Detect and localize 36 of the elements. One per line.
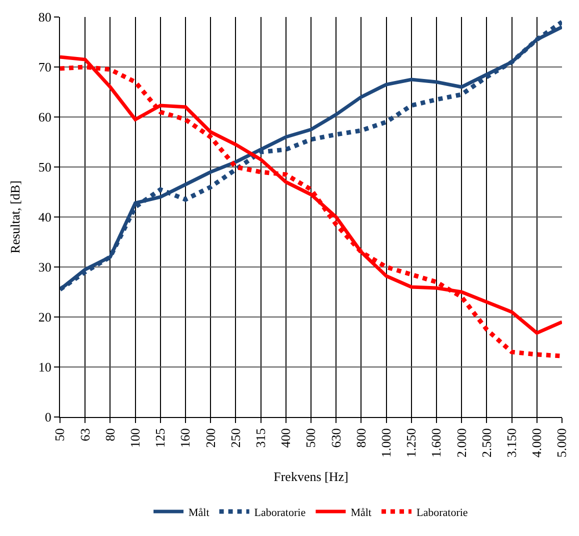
y-tick-label: 10 xyxy=(38,360,52,375)
x-tick-label: 1.600 xyxy=(428,428,444,458)
x-tick-label: 63 xyxy=(77,428,92,442)
x-tick-label: 630 xyxy=(328,428,344,448)
x-axis-title: Frekvens [Hz] xyxy=(274,469,348,484)
x-tick-label: 400 xyxy=(278,428,294,448)
y-tick-label: 60 xyxy=(38,110,52,125)
legend-label: Laboratorie xyxy=(416,506,468,519)
y-tick-label: 80 xyxy=(38,10,52,25)
x-tick-label: 5.000 xyxy=(554,428,570,458)
legend-label: Målt xyxy=(350,506,372,519)
y-tick-label: 30 xyxy=(38,260,52,275)
x-tick-label: 1.000 xyxy=(378,428,394,458)
x-tick-label: 315 xyxy=(253,428,268,448)
x-tick-label: 800 xyxy=(353,428,368,448)
x-tick-label: 4.000 xyxy=(529,428,544,458)
x-tick-label: 500 xyxy=(303,428,318,448)
x-tick-label: 100 xyxy=(128,428,143,448)
x-tick-label: 125 xyxy=(152,428,168,448)
y-tick-label: 70 xyxy=(38,60,52,75)
x-tick-label: 50 xyxy=(52,428,68,442)
y-tick-label: 20 xyxy=(38,310,52,325)
y-axis-title: Resultat, [dB] xyxy=(7,180,22,254)
y-tick-label: 0 xyxy=(44,410,52,425)
x-tick-label: 2.500 xyxy=(478,428,494,458)
x-tick-label: 1.250 xyxy=(404,428,419,458)
x-tick-label: 160 xyxy=(178,428,193,448)
x-tick-label: 80 xyxy=(102,428,118,442)
legend-label: Målt xyxy=(188,506,210,519)
x-tick-label: 250 xyxy=(228,428,243,448)
y-tick-label: 50 xyxy=(38,160,52,175)
y-tick-label: 40 xyxy=(38,210,52,225)
x-tick-label: 200 xyxy=(202,428,218,448)
x-tick-label: 3.150 xyxy=(504,428,520,458)
legend-label: Laboratorie xyxy=(254,506,306,519)
x-tick-label: 2.000 xyxy=(454,428,469,458)
